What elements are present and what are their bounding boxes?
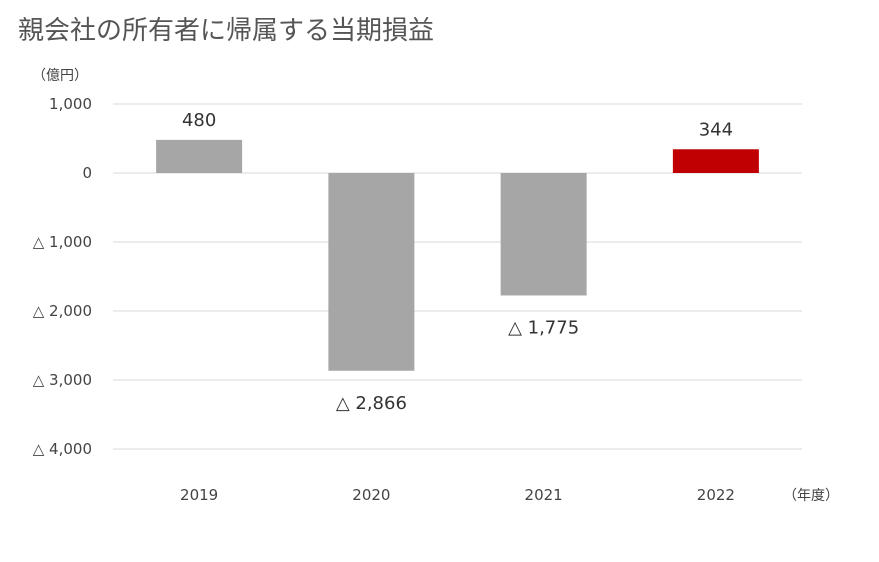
bars (156, 139, 759, 371)
data-label: 344 (699, 119, 733, 140)
data-label: 480 (182, 110, 216, 131)
x-axis: 2019 2020 2021 2022 (180, 486, 735, 504)
y-tick-label: 1,000 (49, 95, 92, 113)
y-axis: 1,000 0 △ 1,000 △ 2,000 △ 3,000 △ 4,000 (33, 95, 92, 458)
x-tick-label: 2020 (352, 486, 390, 504)
y-tick-label: 0 (82, 164, 92, 182)
y-tick-label: △ 4,000 (33, 440, 92, 458)
data-label: △ 1,775 (508, 317, 579, 338)
x-unit-label: （年度） (783, 488, 839, 504)
y-tick-label: △ 2,000 (33, 302, 92, 320)
data-labels: 480 △ 2,866 △ 1,775 344 (182, 110, 733, 414)
bar-2020 (328, 173, 415, 371)
x-tick-label: 2021 (525, 486, 563, 504)
y-unit-label: （億円） (32, 68, 88, 84)
y-tick-label: △ 3,000 (33, 371, 92, 389)
bar-2022 (672, 149, 759, 173)
bar-2021 (500, 173, 587, 296)
y-tick-label: △ 1,000 (33, 233, 92, 251)
chart-title: 親会社の所有者に帰属する当期損益 (18, 16, 435, 46)
bar-2019 (156, 139, 243, 173)
x-tick-label: 2019 (180, 486, 218, 504)
data-label: △ 2,866 (336, 393, 407, 414)
x-tick-label: 2022 (697, 486, 735, 504)
